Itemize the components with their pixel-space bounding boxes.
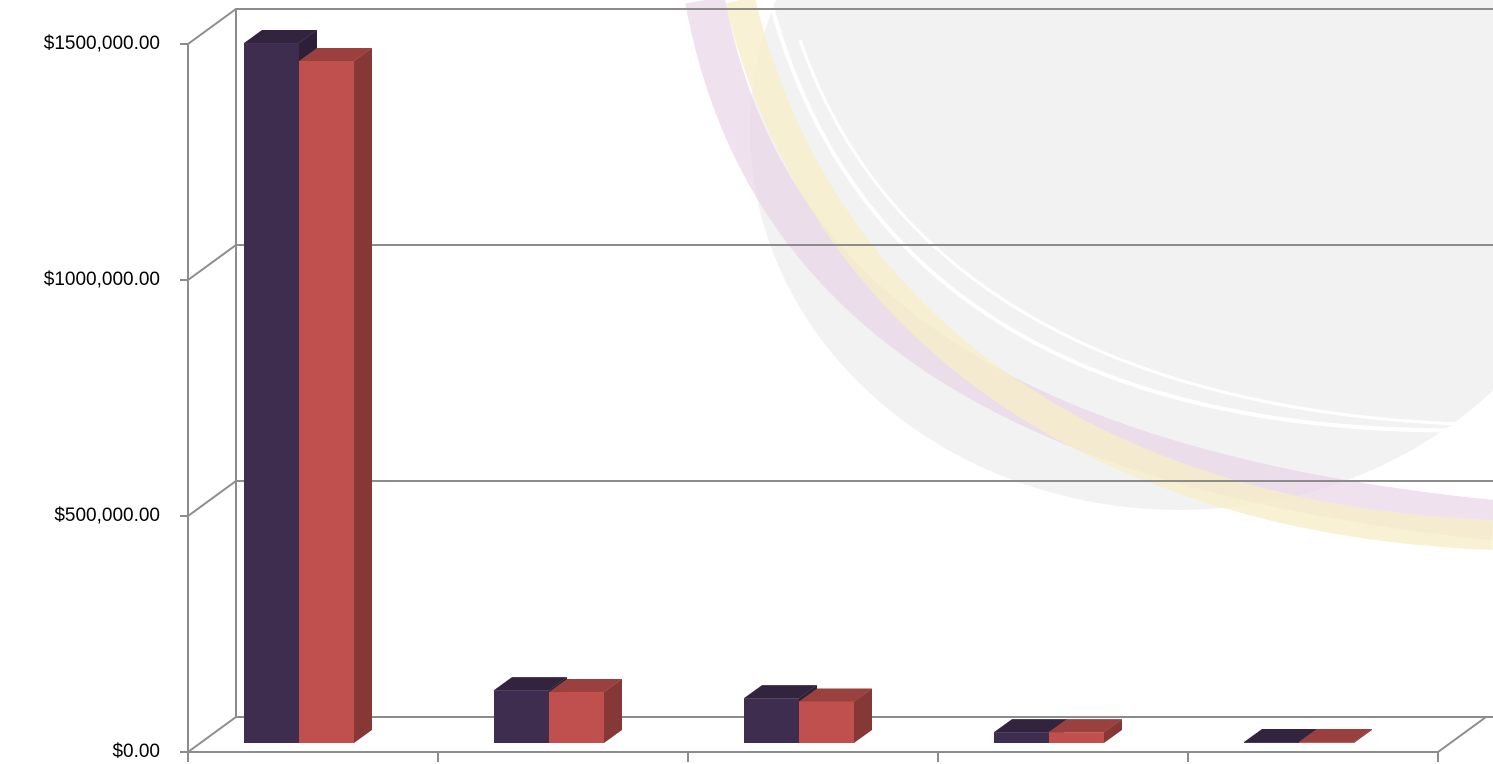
bar [1049,732,1104,743]
bar-top [994,719,1067,733]
y-tick-label: $0.00 [112,741,160,762]
y-tick-label: $1000,000.00 [44,269,160,290]
grid-line [187,716,1493,753]
bar-top [1244,729,1317,743]
bar-top [494,677,567,691]
bar [1299,742,1354,743]
bar-top [744,685,817,699]
bar-top [1049,719,1122,733]
bar-side [604,679,622,743]
bar-side [1354,729,1372,743]
y-tick-label: $1500,000.00 [44,33,160,54]
y-tick-label: $500,000.00 [54,505,160,526]
bar-top [1299,729,1372,743]
bar-side [354,47,372,743]
bar [1244,742,1299,743]
bar [244,43,299,744]
bar [494,690,549,743]
bar [299,60,354,743]
bar-side [1104,719,1122,743]
bar [799,701,854,743]
grid-line [187,244,1493,281]
bar [744,698,799,743]
bar-top [799,688,872,702]
bar-top [244,30,317,44]
background-decoration [685,0,1493,550]
bar-top [549,679,622,693]
bars [244,30,1372,744]
grid-line [187,8,1493,45]
axes: $0.00 $500,000.00 $1000,000.00 $1500,000.00 [44,8,1493,762]
bar [994,732,1049,743]
grid-line [187,480,1493,517]
bar-side [854,688,872,743]
bar-top [299,47,372,61]
bar [549,692,604,743]
